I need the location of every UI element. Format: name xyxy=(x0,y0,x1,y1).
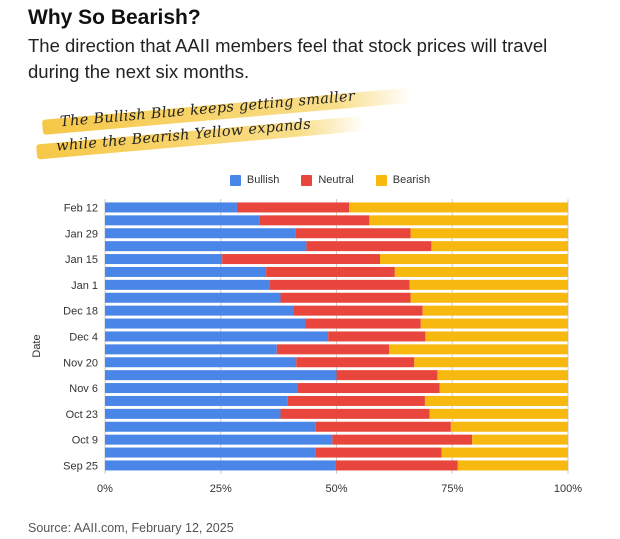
bar-bearish xyxy=(380,254,568,265)
page-title: Why So Bearish? xyxy=(28,6,201,29)
bar-neutral xyxy=(306,241,432,252)
bar-neutral xyxy=(332,434,473,445)
bar-bearish xyxy=(422,305,568,316)
bar-bullish xyxy=(105,266,267,277)
bar-bearish xyxy=(457,460,568,471)
bar-neutral xyxy=(266,266,395,277)
chart-legend: Bullish Neutral Bearish xyxy=(0,174,620,186)
bar-bullish xyxy=(105,331,329,342)
bar-bullish xyxy=(105,215,260,226)
bar-bearish xyxy=(389,344,568,355)
bar-bearish xyxy=(409,279,568,290)
legend-swatch xyxy=(301,174,313,186)
x-tick-label: 0% xyxy=(97,483,113,495)
x-tick-label: 50% xyxy=(325,483,347,495)
bar-bearish xyxy=(431,241,568,252)
bar-neutral xyxy=(293,305,423,316)
y-tick-label: Nov 20 xyxy=(63,357,98,369)
bar-bullish xyxy=(105,395,288,406)
bar-bullish xyxy=(105,421,316,432)
bar-bearish xyxy=(450,421,568,432)
bar-bullish xyxy=(105,434,333,445)
bar-neutral xyxy=(336,370,438,381)
x-tick-label: 25% xyxy=(210,483,232,495)
x-tick-label: 100% xyxy=(554,483,582,495)
bar-neutral xyxy=(236,202,350,213)
x-tick-label: 75% xyxy=(441,483,463,495)
y-axis-title: Date xyxy=(31,334,43,357)
bar-neutral xyxy=(222,254,381,265)
bar-bearish xyxy=(369,215,568,226)
bar-neutral xyxy=(259,215,370,226)
legend-label: Bullish xyxy=(246,174,280,186)
y-tick-label: Jan 29 xyxy=(65,228,98,240)
bar-bullish xyxy=(105,460,336,471)
bar-neutral xyxy=(296,357,415,368)
bar-neutral xyxy=(276,344,390,355)
bar-bearish xyxy=(349,202,568,213)
bar-bearish xyxy=(439,383,568,394)
legend-item-neutral: Neutral xyxy=(301,174,354,186)
y-tick-label: Dec 18 xyxy=(63,306,98,318)
y-tick-label: Jan 15 xyxy=(65,254,98,266)
bar-bullish xyxy=(105,370,337,381)
bar-neutral xyxy=(269,279,410,290)
y-tick-label: Feb 12 xyxy=(64,202,98,214)
bar-neutral xyxy=(280,408,430,419)
bar-bearish xyxy=(441,447,568,458)
bar-bullish xyxy=(105,241,307,252)
y-tick-label: Sep 25 xyxy=(63,460,98,472)
legend-label: Bearish xyxy=(392,174,431,186)
bar-bearish xyxy=(425,331,568,342)
bar-bullish xyxy=(105,292,281,303)
y-tick-label: Jan 1 xyxy=(71,280,98,292)
legend-item-bullish: Bullish xyxy=(229,174,280,186)
bar-bullish xyxy=(105,318,306,329)
legend-swatch xyxy=(375,174,387,186)
bar-neutral xyxy=(287,395,425,406)
legend-item-bearish: Bearish xyxy=(375,174,431,186)
bar-bullish xyxy=(105,357,297,368)
bar-neutral xyxy=(328,331,426,342)
bar-bullish xyxy=(105,305,294,316)
bar-neutral xyxy=(315,421,451,432)
bar-neutral xyxy=(315,447,442,458)
bar-bearish xyxy=(437,370,568,381)
bar-bullish xyxy=(105,344,277,355)
bar-bullish xyxy=(105,254,223,265)
bar-neutral xyxy=(295,228,411,239)
bar-bearish xyxy=(429,408,568,419)
bar-bullish xyxy=(105,202,237,213)
legend-label: Neutral xyxy=(318,174,354,186)
bar-neutral xyxy=(305,318,421,329)
y-tick-label: Dec 4 xyxy=(69,331,98,343)
y-tick-label: Oct 23 xyxy=(66,409,98,421)
page-subtitle: The direction that AAII members feel tha… xyxy=(28,35,548,82)
bar-bearish xyxy=(472,434,568,445)
bar-bullish xyxy=(105,447,316,458)
bar-bullish xyxy=(105,408,281,419)
bar-bullish xyxy=(105,228,296,239)
legend-swatch xyxy=(229,174,241,186)
bar-bearish xyxy=(414,357,568,368)
source-note: Source: AAII.com, February 12, 2025 xyxy=(28,521,234,535)
bar-bearish xyxy=(410,292,568,303)
bar-bearish xyxy=(394,266,568,277)
bar-neutral xyxy=(335,460,458,471)
bar-neutral xyxy=(280,292,411,303)
bar-bearish xyxy=(424,395,568,406)
bar-neutral xyxy=(297,383,440,394)
bar-bullish xyxy=(105,383,298,394)
y-tick-label: Oct 9 xyxy=(72,435,98,447)
bar-bearish xyxy=(410,228,568,239)
y-tick-label: Nov 6 xyxy=(69,383,98,395)
bar-bearish xyxy=(420,318,568,329)
bar-bullish xyxy=(105,279,270,290)
